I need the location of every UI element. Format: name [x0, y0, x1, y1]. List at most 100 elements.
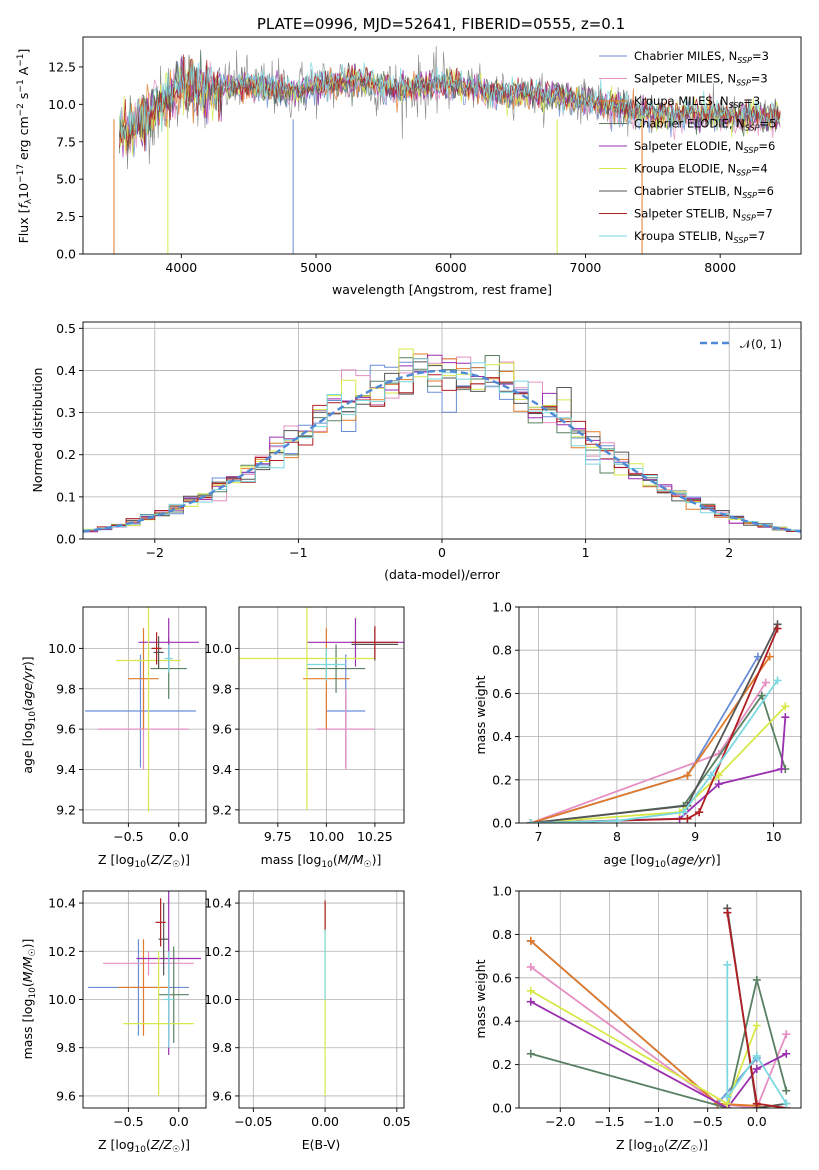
- x-tick-label: 7000: [570, 260, 602, 275]
- spectrum-xlabel: wavelength [Angstrom, rest frame]: [332, 282, 552, 297]
- y-tick-label: 9.6: [212, 1088, 232, 1103]
- panel-age-vs-mass: 9.75 10.00 10.25 9.2 9.4 9.6 9.8 10.0 mass [log1…: [204, 606, 405, 870]
- weight-marker-4: [782, 1049, 791, 1058]
- y-tick-label: 0.4: [56, 363, 76, 378]
- weight-marker-8: [723, 960, 732, 969]
- axes-frame: [82, 606, 207, 824]
- errorbar-point-7: [351, 626, 399, 659]
- x-tick-label: −2: [146, 545, 164, 560]
- plot-area-age-vs-Z: [85, 607, 199, 812]
- mass-vs-Z-xlabel: Z [log10(Z/Z☉)]: [98, 1137, 190, 1155]
- x-tick-label: 0.0: [169, 829, 189, 844]
- weight-marker-1: [761, 678, 770, 687]
- weight-line-4: [530, 717, 787, 823]
- weight-line-8: [726, 964, 788, 1105]
- weight-line-0: [530, 656, 759, 823]
- y-tick-label: 9.8: [56, 681, 76, 696]
- weight-marker-3: [526, 1049, 535, 1058]
- weight-marker-4: [781, 713, 790, 722]
- x-tick-label: 7: [535, 829, 543, 844]
- weight-marker-1: [782, 1030, 791, 1039]
- y-tick-label: 0.8: [492, 927, 512, 942]
- y-tick-label: 9.8: [212, 1040, 232, 1055]
- spectrum-legend: Chabrier MILES, NSSP=3 Salpeter MILES, NS…: [599, 49, 776, 245]
- weight-vs-age-xlabel: age [log10(age/yr)]: [603, 852, 720, 870]
- y-tick-label: 0.6: [492, 686, 512, 701]
- weight-marker-2: [526, 936, 535, 945]
- plot-area-residuals: [83, 348, 801, 533]
- mass-vs-Z-ylabel: mass [log10(M/M☉)]: [20, 939, 38, 1060]
- weight-marker-5: [752, 1021, 761, 1030]
- weight-marker-3: [757, 691, 766, 700]
- y-tick-label: 10.0: [48, 992, 76, 1007]
- x-tick-label: 1: [582, 545, 590, 560]
- weight-marker-4: [752, 1064, 761, 1073]
- errorbar-point-7: [151, 632, 162, 665]
- weight-line-3: [530, 979, 788, 1108]
- panel-residuals: −2 −1 0 1 2 0.0 0.1 0.2 0.3 0.4 0.5 (data-model)/er…: [30, 321, 802, 582]
- y-tick-label: 10.2: [48, 944, 76, 959]
- residual-xlabel: (data-model)/error: [384, 567, 501, 582]
- errorbar-point-5: [239, 607, 375, 810]
- y-tick-label: 9.6: [212, 722, 232, 737]
- x-tick-label: 9.75: [264, 829, 292, 844]
- mass-vs-EBV-xlabel: E(B-V): [302, 1137, 341, 1152]
- weight-line-5: [530, 990, 758, 1106]
- weight-marker-8: [723, 1093, 732, 1102]
- age-vs-Z-xlabel: Z [log10(Z/Z☉)]: [98, 852, 190, 870]
- y-tick-label: 9.6: [56, 722, 76, 737]
- weight-marker-8: [706, 771, 715, 780]
- y-tick-label: 0.1: [56, 489, 76, 504]
- plot-area-age-vs-mass: [239, 607, 404, 810]
- y-tick-label: 9.8: [212, 681, 232, 696]
- weight-line-5: [530, 705, 786, 823]
- weight-marker-8: [773, 676, 782, 685]
- weight-vs-age-ylabel: mass weight: [473, 675, 488, 754]
- legend-entry-7: Salpeter STELIB, NSSP=7: [634, 207, 773, 223]
- model-spectrum-6: [119, 60, 781, 154]
- weight-marker-2: [683, 771, 692, 780]
- x-tick-label: 0.00: [311, 1114, 339, 1129]
- x-tick-label: −2.0: [545, 1114, 575, 1129]
- weight-marker-3: [752, 975, 761, 984]
- x-tick-label: 8000: [704, 260, 736, 275]
- x-tick-label: 0.0: [747, 1114, 767, 1129]
- errorbar-point-1: [316, 688, 375, 770]
- weight-line-3: [530, 693, 787, 823]
- weight-marker-4: [714, 780, 723, 789]
- y-tick-label: 9.2: [212, 802, 232, 817]
- weight-line-0: [530, 940, 758, 1105]
- panel-weight-vs-age: 7 8 9 10 0.0 0.2 0.4 0.6 0.8 1.0 age [log10(age/yr…: [473, 600, 802, 870]
- weight-marker-8: [526, 819, 535, 823]
- errorbar-point-3: [306, 644, 366, 693]
- weight-line-2: [530, 656, 771, 823]
- y-tick-label: 10.0: [48, 97, 76, 112]
- errorbar-point-5: [123, 951, 194, 1096]
- x-tick-label: 10.00: [308, 829, 344, 844]
- x-tick-label: −0.5: [113, 829, 143, 844]
- weight-marker-5: [714, 771, 723, 780]
- y-tick-label: 10.0: [204, 992, 232, 1007]
- panel-spectrum: 4000 5000 6000 7000 8000 0.0 2.5 5.0 7.5 10.0 12.5…: [16, 36, 802, 297]
- weight-line-4: [530, 1000, 787, 1108]
- weight-marker-7: [773, 624, 782, 633]
- errorbar-point-7: [155, 898, 166, 947]
- weight-marker-7: [723, 908, 732, 917]
- weight-marker-3: [782, 1086, 791, 1095]
- plot-area-mass-vs-Z: [88, 891, 201, 1096]
- x-tick-label: −1: [289, 545, 307, 560]
- errorbar-point-8: [164, 644, 173, 673]
- x-tick-label: 4000: [165, 260, 197, 275]
- weight-line-1: [530, 966, 788, 1108]
- residual-ylabel: Normed distribution: [30, 368, 45, 493]
- y-tick-label: 9.6: [56, 1088, 76, 1103]
- axes-frame: [518, 890, 802, 1109]
- weight-vs-Z-ylabel: mass weight: [473, 959, 488, 1038]
- x-tick-label: −0.5: [113, 1114, 143, 1129]
- weight-marker-4: [777, 765, 786, 773]
- weight-marker-8: [612, 816, 621, 823]
- y-tick-label: 10.0: [204, 641, 232, 656]
- legend-entry-8: Kroupa STELIB, NSSP=7: [634, 229, 765, 245]
- y-tick-label: 0.3: [56, 405, 76, 420]
